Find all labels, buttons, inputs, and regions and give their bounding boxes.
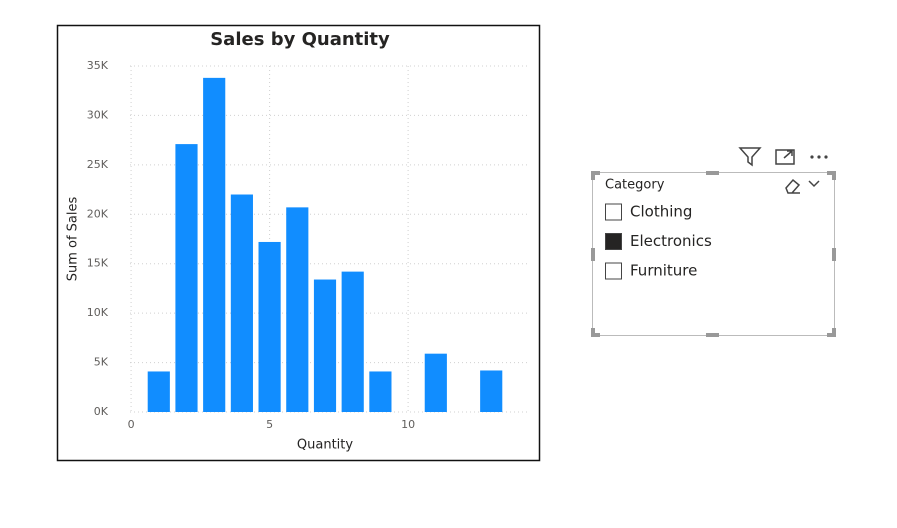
checkbox[interactable] [605,233,622,250]
y-tick-label: 0K [94,405,109,418]
visual-header [738,147,828,167]
x-tick-label: 0 [128,418,135,431]
slicer-item-label[interactable]: Clothing [630,203,692,221]
focus-icon[interactable] [775,149,795,165]
bar[interactable] [480,370,503,412]
bar[interactable] [341,271,364,412]
more-options-icon[interactable] [810,155,828,159]
y-axis-label: Sum of Sales [66,197,81,282]
x-tick-label: 5 [266,418,273,431]
y-tick-label: 20K [87,207,109,220]
selection-handles [591,171,836,337]
y-tick-label: 35K [87,59,109,72]
checkbox[interactable] [605,203,622,221]
checkbox[interactable] [605,262,622,280]
slicer-list: Clothing Electronics Furniture [605,203,712,280]
y-tick-label: 15K [87,257,109,270]
bar[interactable] [175,144,198,412]
bar[interactable] [230,194,253,412]
x-tick-label: 10 [401,418,415,431]
chart-title: Sales by Quantity [210,29,390,50]
bar[interactable] [286,207,309,412]
bar[interactable] [313,279,337,412]
bar[interactable] [203,77,226,412]
bar[interactable] [369,371,392,412]
y-tick-label: 5K [94,356,109,369]
filter-icon[interactable] [738,147,762,167]
bar[interactable] [424,353,447,412]
x-axis-label: Quantity [297,438,353,453]
slicer-dropdown-icon[interactable] [808,180,820,188]
bar[interactable] [258,241,281,412]
slicer-item-label[interactable]: Furniture [630,262,697,280]
slicer-title: Category [605,178,665,193]
slicer-item-label[interactable]: Electronics [630,232,712,250]
y-tick-label: 10K [87,306,109,319]
slicer-visual[interactable] [592,172,835,336]
clear-selections-icon[interactable] [785,178,801,194]
y-tick-label: 30K [87,108,109,121]
y-tick-label: 25K [87,158,109,171]
bar[interactable] [147,371,170,412]
